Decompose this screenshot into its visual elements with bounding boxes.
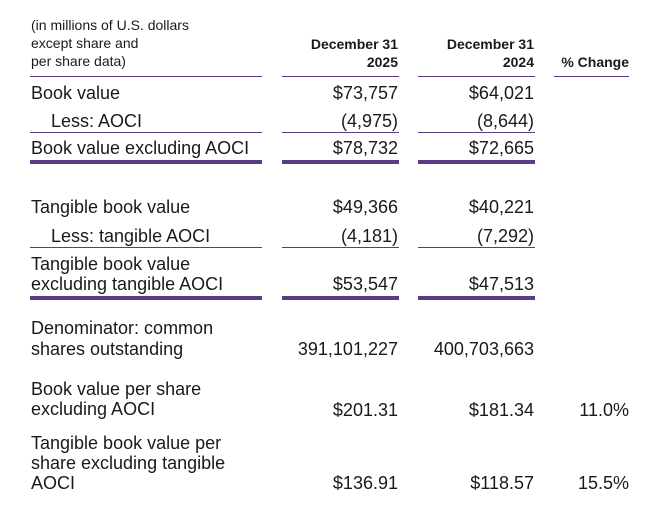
col-2024-header-line-2: 2024 <box>502 54 534 70</box>
total-rule-2025 <box>282 160 399 164</box>
tbv-ex-aoci-label-line-1: Tangible book value <box>31 254 191 274</box>
tangible-subtotal-rule-2025 <box>282 247 399 248</box>
col-2025-header-line-2: 2025 <box>366 54 398 70</box>
tbvps-2024: $118.57 <box>470 473 534 493</box>
less-aoci-2025: (4,975) <box>340 111 398 131</box>
col-2025-header-line-1: December 31 <box>310 36 398 52</box>
tangible-subtotal-rule-2024 <box>418 247 535 248</box>
units-note-line-1: (in millions of U.S. dollars <box>31 17 189 33</box>
col-change-header: % Change <box>561 54 629 70</box>
less-tangible-aoci-label: Less: tangible AOCI <box>51 226 211 246</box>
book-value-label: Book value <box>31 83 121 103</box>
bvps-2024: $181.34 <box>468 400 534 420</box>
bv-ex-aoci-2024: $72,665 <box>468 138 534 158</box>
less-tangible-aoci-2025: (4,181) <box>340 226 398 246</box>
tangible-bv-2025: $49,366 <box>332 197 398 217</box>
denominator-label-line-2: shares outstanding <box>31 339 184 359</box>
header-rule-label <box>30 76 262 77</box>
less-aoci-2024: (8,644) <box>476 111 534 131</box>
total-rule-2024 <box>418 160 535 164</box>
tbvps-label-line-1: Tangible book value per <box>31 433 222 453</box>
tbvps-label-line-3: AOCI <box>31 473 76 493</box>
tbvps-change: 15.5% <box>577 473 629 493</box>
bvps-2025: $201.31 <box>332 400 398 420</box>
bv-ex-aoci-2025: $78,732 <box>332 138 398 158</box>
subtotal-rule-label <box>30 132 262 133</box>
header-rule-change <box>554 76 629 77</box>
tangible-bv-2024: $40,221 <box>468 197 534 217</box>
less-aoci-label: Less: AOCI <box>51 111 143 131</box>
tbv-ex-aoci-2024: $47,513 <box>468 274 534 294</box>
less-tangible-aoci-2024: (7,292) <box>476 226 534 246</box>
tangible-total-rule-2024 <box>418 296 535 300</box>
tbvps-2025: $136.91 <box>332 473 398 493</box>
book-value-2025: $73,757 <box>332 83 398 103</box>
header-rule-2025 <box>282 76 399 77</box>
tangible-total-rule-2025 <box>282 296 399 300</box>
tbv-ex-aoci-2025: $53,547 <box>332 274 398 294</box>
header-rule-2024 <box>418 76 535 77</box>
denominator-2025: 391,101,227 <box>297 339 398 359</box>
tangible-total-rule-label <box>30 296 262 300</box>
units-note-line-3: per share data) <box>31 53 126 69</box>
tbvps-label-line-2: share excluding tangible <box>31 453 226 473</box>
units-note-line-2: except share and <box>31 35 139 51</box>
tangible-bv-label: Tangible book value <box>31 197 191 217</box>
total-rule-label <box>30 160 262 164</box>
denominator-label-line-1: Denominator: common <box>31 318 214 338</box>
subtotal-rule-2025 <box>282 132 399 133</box>
book-value-2024: $64,021 <box>468 83 534 103</box>
bvps-label-line-2: excluding AOCI <box>31 399 156 419</box>
denominator-2024: 400,703,663 <box>433 339 534 359</box>
subtotal-rule-2024 <box>418 132 535 133</box>
tbv-ex-aoci-label-line-2: excluding tangible AOCI <box>31 274 224 294</box>
bv-ex-aoci-label: Book value excluding AOCI <box>31 138 250 158</box>
col-2024-header-line-1: December 31 <box>446 36 534 52</box>
bvps-label-line-1: Book value per share <box>31 379 202 399</box>
tangible-subtotal-rule-label <box>30 247 262 248</box>
bvps-change: 11.0% <box>579 400 629 420</box>
